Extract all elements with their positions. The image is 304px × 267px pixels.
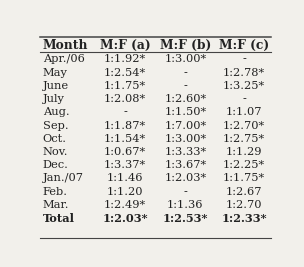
Text: May: May <box>43 68 67 78</box>
Text: Total: Total <box>43 213 75 223</box>
Text: -: - <box>183 68 187 78</box>
Text: 1:1.20: 1:1.20 <box>107 187 143 197</box>
Text: 1:2.25*: 1:2.25* <box>223 160 265 170</box>
Text: 1:2.54*: 1:2.54* <box>104 68 146 78</box>
Text: 1:1.54*: 1:1.54* <box>104 134 146 144</box>
Text: 1:2.75*: 1:2.75* <box>223 134 265 144</box>
Text: 1:2.60*: 1:2.60* <box>164 94 206 104</box>
Text: Mar.: Mar. <box>43 200 69 210</box>
Text: -: - <box>242 94 246 104</box>
Text: 1:2.33*: 1:2.33* <box>221 213 267 223</box>
Text: -: - <box>123 107 127 117</box>
Text: -: - <box>183 81 187 91</box>
Text: 1:2.67: 1:2.67 <box>226 187 262 197</box>
Text: June: June <box>43 81 69 91</box>
Text: 1:3.00*: 1:3.00* <box>164 134 206 144</box>
Text: 1:1.29: 1:1.29 <box>226 147 262 157</box>
Text: Jan./07: Jan./07 <box>43 173 84 183</box>
Text: 1:2.08*: 1:2.08* <box>104 94 146 104</box>
Text: -: - <box>242 54 246 64</box>
Text: Apr./06: Apr./06 <box>43 54 85 64</box>
Text: 1:2.70*: 1:2.70* <box>223 120 265 131</box>
Text: 1:1.75*: 1:1.75* <box>223 173 265 183</box>
Text: Sep.: Sep. <box>43 120 68 131</box>
Text: 1:1.46: 1:1.46 <box>107 173 143 183</box>
Text: Nov.: Nov. <box>43 147 68 157</box>
Text: 1:2.03*: 1:2.03* <box>164 173 206 183</box>
Text: 1:3.67*: 1:3.67* <box>164 160 206 170</box>
Text: M:F (a): M:F (a) <box>100 39 150 52</box>
Text: 1:3.37*: 1:3.37* <box>104 160 146 170</box>
Text: Month: Month <box>43 39 88 52</box>
Text: 1:3.00*: 1:3.00* <box>164 54 206 64</box>
Text: 1:2.53*: 1:2.53* <box>163 213 208 223</box>
Text: 1:1.50*: 1:1.50* <box>164 107 206 117</box>
Text: 1:2.49*: 1:2.49* <box>104 200 146 210</box>
Text: 1:3.25*: 1:3.25* <box>223 81 265 91</box>
Text: -: - <box>183 187 187 197</box>
Text: Aug.: Aug. <box>43 107 69 117</box>
Text: Dec.: Dec. <box>43 160 69 170</box>
Text: 1:0.67*: 1:0.67* <box>104 147 146 157</box>
Text: 1:2.78*: 1:2.78* <box>223 68 265 78</box>
Text: Feb.: Feb. <box>43 187 68 197</box>
Text: 1:1.75*: 1:1.75* <box>104 81 146 91</box>
Text: 1:1.36: 1:1.36 <box>167 200 203 210</box>
Text: 1:2.03*: 1:2.03* <box>102 213 148 223</box>
Text: 1:1.92*: 1:1.92* <box>104 54 146 64</box>
Text: Oct.: Oct. <box>43 134 67 144</box>
Text: July: July <box>43 94 64 104</box>
Text: M:F (c): M:F (c) <box>219 39 269 52</box>
Text: M:F (b): M:F (b) <box>160 39 211 52</box>
Text: 1:1.87*: 1:1.87* <box>104 120 146 131</box>
Text: 1:7.00*: 1:7.00* <box>164 120 206 131</box>
Text: 1:2.70: 1:2.70 <box>226 200 262 210</box>
Text: 1:3.33*: 1:3.33* <box>164 147 206 157</box>
Text: 1:1.07: 1:1.07 <box>226 107 262 117</box>
